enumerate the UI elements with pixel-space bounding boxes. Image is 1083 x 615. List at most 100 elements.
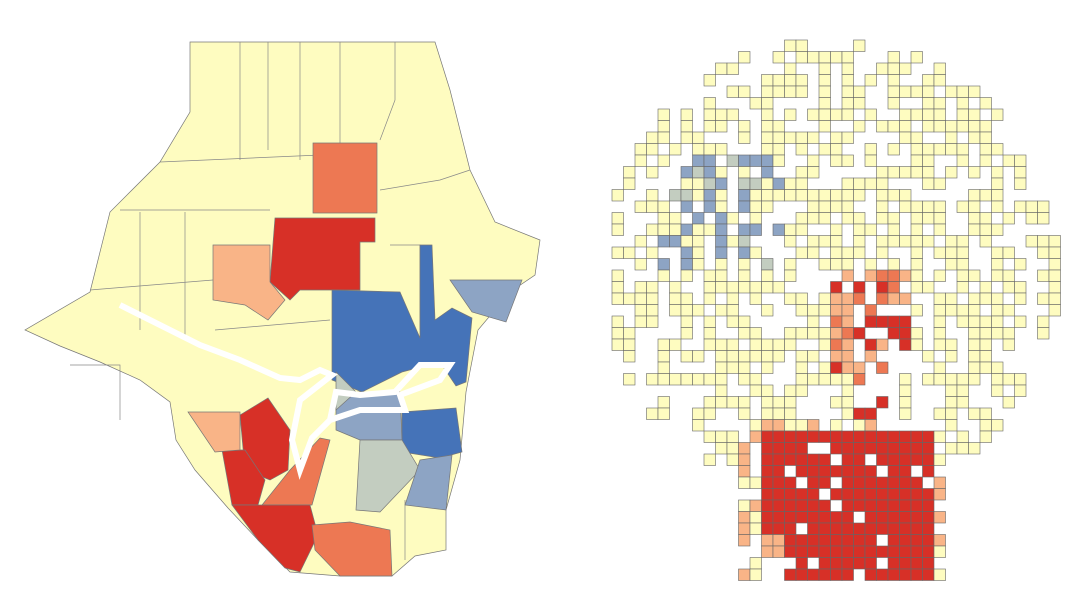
grid-cell — [910, 476, 923, 489]
grid-cell — [922, 120, 935, 133]
grid-cell — [853, 488, 866, 501]
grid-cell — [899, 315, 912, 328]
grid-cell — [703, 223, 716, 236]
grid-cell — [1037, 246, 1050, 259]
region-lowest — [331, 244, 473, 393]
grid-cell — [738, 373, 751, 386]
grid-cell — [726, 62, 739, 75]
grid-cell — [864, 465, 877, 478]
grid-cell — [669, 189, 682, 202]
grid-cell — [784, 258, 797, 271]
grid-cell — [807, 51, 820, 64]
grid-cell — [933, 304, 946, 317]
grid-cell — [1037, 235, 1050, 248]
grid-cell — [761, 189, 774, 202]
grid-cell — [715, 108, 728, 121]
grid-cell — [991, 373, 1004, 386]
grid-cell — [749, 246, 762, 259]
grid-cell — [692, 212, 705, 225]
grid-cell — [669, 338, 682, 351]
grid-cell — [899, 338, 912, 351]
grid-cell — [807, 350, 820, 363]
grid-cell — [772, 407, 785, 420]
grid-cell — [761, 396, 774, 409]
grid-cell — [979, 315, 992, 328]
grid-cell — [669, 212, 682, 225]
region-mid-high — [187, 411, 241, 453]
grid-cell — [772, 143, 785, 156]
grid-cell — [841, 292, 854, 305]
grid-cell — [795, 465, 808, 478]
grid-cell — [680, 131, 693, 144]
region-highest — [221, 449, 266, 506]
grid-cell — [726, 108, 739, 121]
grid-cell — [922, 568, 935, 581]
grid-cell — [738, 396, 751, 409]
grid-cell — [784, 39, 797, 52]
grid-cell — [841, 315, 854, 328]
grid-cell — [887, 269, 900, 282]
grid-cell — [956, 396, 969, 409]
grid-cell — [910, 338, 923, 351]
grid-cell — [922, 453, 935, 466]
grid-cell — [887, 522, 900, 535]
grid-cell — [818, 361, 831, 374]
grid-cell — [795, 131, 808, 144]
region-high — [312, 142, 378, 214]
grid-cell — [715, 212, 728, 225]
grid-cell — [761, 200, 774, 213]
grid-cell — [807, 304, 820, 317]
grid-cell — [922, 154, 935, 167]
grid-cell — [772, 522, 785, 535]
grid-cell — [841, 108, 854, 121]
grid-cell — [795, 557, 808, 570]
grid-cell — [772, 430, 785, 443]
grid-cell — [818, 430, 831, 443]
grid-cell — [1002, 338, 1015, 351]
grid-cell — [703, 200, 716, 213]
grid-cell — [979, 430, 992, 443]
region-low — [449, 279, 523, 323]
grid-cell — [887, 315, 900, 328]
grid-cell — [1025, 200, 1038, 213]
grid-cell — [761, 453, 774, 466]
grid-cell — [922, 281, 935, 294]
grid-cell — [956, 246, 969, 259]
grid-cell — [795, 304, 808, 317]
grid-cell — [933, 120, 946, 133]
grid-cell — [899, 384, 912, 397]
grid-cell — [853, 453, 866, 466]
grid-cell — [657, 212, 670, 225]
grid-cell — [933, 200, 946, 213]
grid-cell — [761, 545, 774, 558]
grid-cell — [991, 315, 1004, 328]
grid-cell — [784, 407, 797, 420]
grid-cell — [853, 534, 866, 547]
grid-cell — [841, 488, 854, 501]
grid-cell — [772, 453, 785, 466]
grid-cell — [784, 108, 797, 121]
grid-cell — [864, 511, 877, 524]
grid-cell — [795, 453, 808, 466]
grid-cell — [1002, 154, 1015, 167]
grid-cell — [979, 327, 992, 340]
grid-cell — [784, 235, 797, 248]
grid-cell — [876, 189, 889, 202]
grid-cell — [910, 430, 923, 443]
grid-cell — [669, 223, 682, 236]
grid-cell — [818, 74, 831, 87]
grid-cell — [738, 476, 751, 489]
grid-cell — [887, 74, 900, 87]
grid-cell — [841, 384, 854, 397]
grid-cell — [991, 269, 1004, 282]
grid-cell — [807, 522, 820, 535]
grid-cell — [761, 131, 774, 144]
grid-cell — [807, 246, 820, 259]
grid-cell — [991, 223, 1004, 236]
grid-cell — [853, 246, 866, 259]
grid-cell — [876, 62, 889, 75]
region-lines — [70, 42, 471, 560]
grid-cell — [991, 246, 1004, 259]
grid-cell — [876, 177, 889, 190]
